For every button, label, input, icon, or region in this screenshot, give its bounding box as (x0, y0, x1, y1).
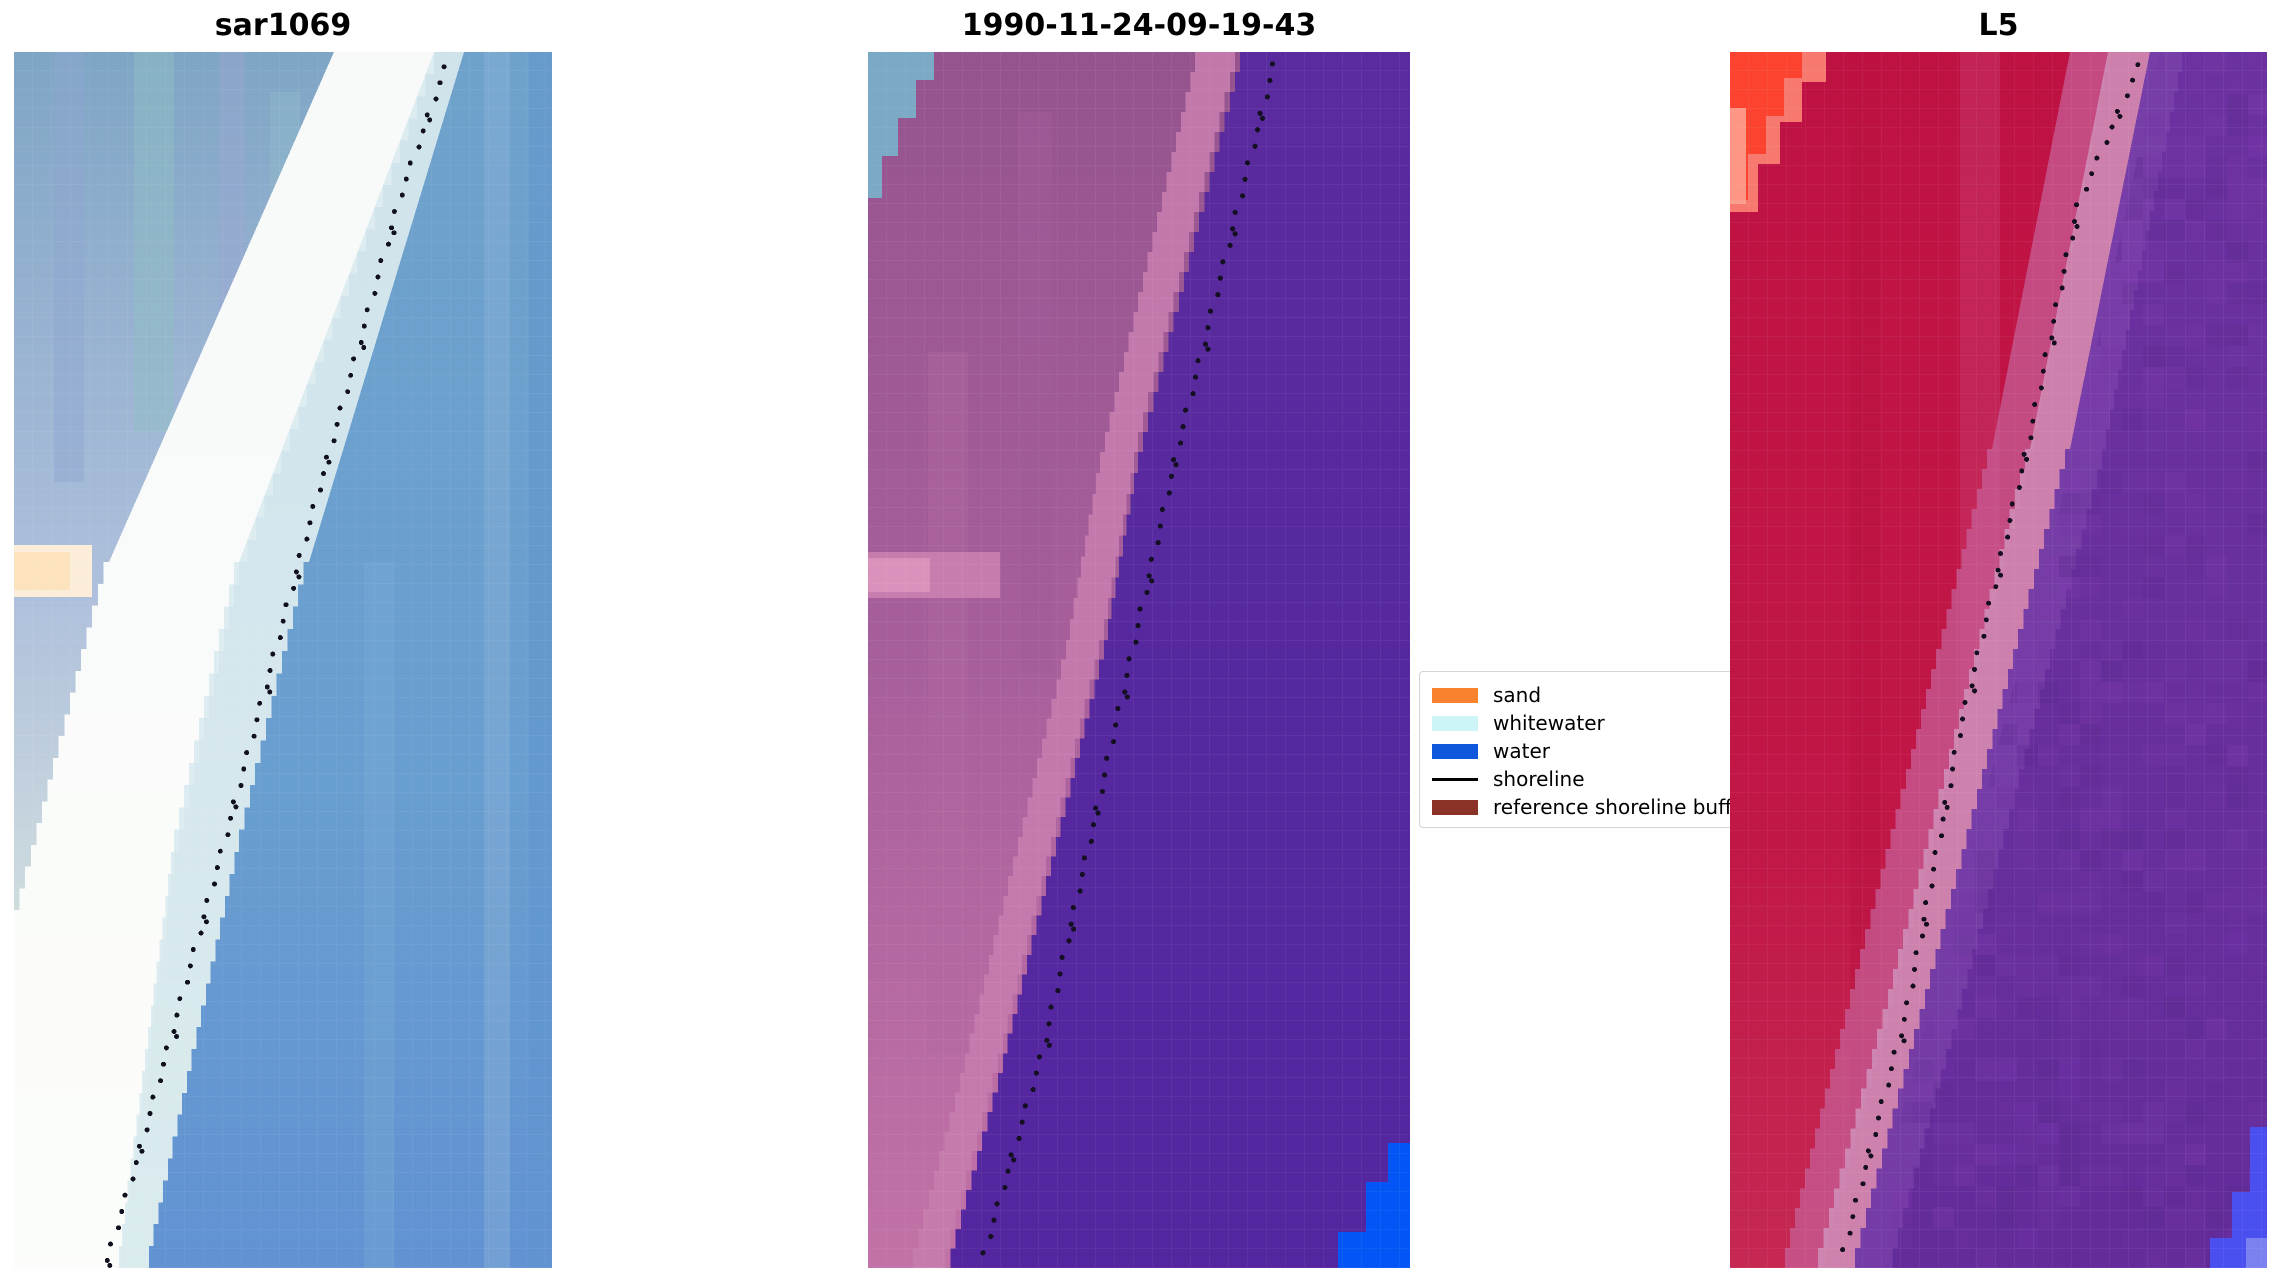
legend-label: reference shoreline buffer (1493, 795, 1753, 819)
shoreline-line-swatch-icon (1432, 777, 1478, 781)
legend-entry: whitewater (1432, 709, 1778, 737)
water-swatch-icon (1432, 743, 1478, 759)
panel-image-classified (868, 52, 1410, 1268)
shoreline-dots (1840, 62, 2141, 1253)
panel-title-sar1069: sar1069 (214, 8, 352, 43)
pixel-grid (1730, 52, 2267, 1268)
legend-entry: shoreline (1432, 765, 1778, 793)
sand-swatch-icon (1432, 687, 1478, 703)
reference-swatch-icon (1432, 799, 1478, 815)
pixel-grid (14, 52, 552, 1268)
shoreline-dots (104, 64, 447, 1268)
legend-entry: water (1432, 737, 1778, 765)
legend-label: sand (1493, 683, 1542, 707)
panel-image-l5 (1730, 52, 2267, 1268)
panel-title-date: 1990-11-24-09-19-43 (961, 8, 1317, 43)
shoreline-dots (980, 61, 1275, 1256)
legend-entry: reference shoreline buffer (1432, 793, 1778, 821)
legend-label: water (1493, 739, 1550, 763)
whitewater-swatch-icon (1432, 715, 1478, 731)
panel-image-sar1069 (14, 52, 552, 1268)
legend-label: whitewater (1493, 711, 1605, 735)
panel-title-l5: L5 (1978, 8, 2019, 43)
legend-entry: sand (1432, 681, 1778, 709)
pixel-grid (868, 52, 1410, 1268)
legend-label: shoreline (1493, 767, 1585, 791)
classification-legend: sand whitewater water shoreline reference sh… (1419, 671, 1791, 828)
